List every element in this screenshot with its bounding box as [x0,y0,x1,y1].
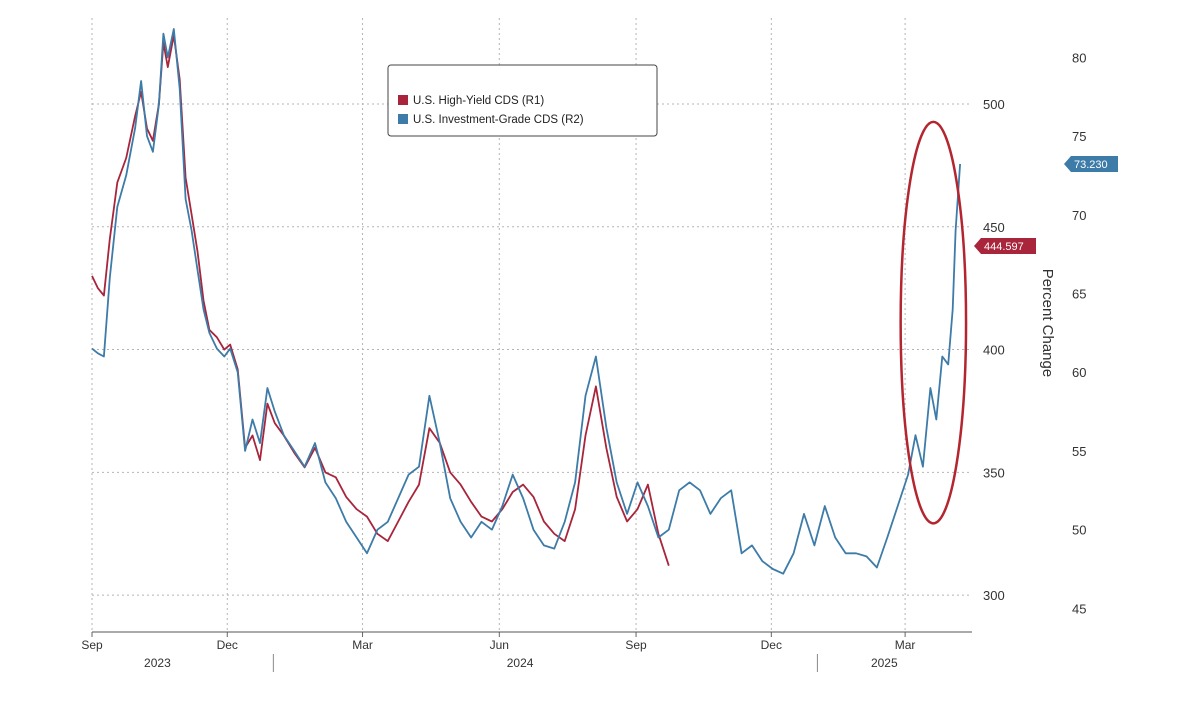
x-tick-label: Sep [81,638,103,652]
highlight-ellipse [899,120,968,525]
r1-tick-label: 500 [983,97,1005,112]
x-year-label: 2025 [871,656,898,670]
r2-tick-label: 65 [1072,287,1086,302]
x-tick-label: Dec [761,638,782,652]
r2-tick-label: 50 [1072,523,1086,538]
x-tick-label: Mar [352,638,373,652]
r1-tick-label: 450 [983,220,1005,235]
legend-swatch-investment-grade [398,114,408,124]
series-lines [91,28,961,575]
right-axis-title: Percent Change [1039,269,1056,377]
legend-swatch-high-yield [398,95,408,105]
x-tick-label: Sep [625,638,647,652]
r2-tick-label: 45 [1072,601,1086,616]
r2-tick-label: 55 [1072,444,1086,459]
r1-tick-label: 300 [983,588,1005,603]
legend-entry-investment-grade: U.S. Investment-Grade CDS (R2) [413,114,584,126]
x-tick-label: Dec [217,638,238,652]
legend: U.S. High-Yield CDS (R1) U.S. Investment… [387,64,658,137]
r2-tick-label: 70 [1072,208,1086,223]
legend-entry-high-yield: U.S. High-Yield CDS (R1) [413,95,544,107]
last-value-badge-high-yield: 444.597 [974,238,1036,254]
last-value-badge-investment-grade: 73.230 [1064,155,1118,172]
last-value-badge-investment-grade-text: 73.230 [1074,159,1108,171]
series-line-investment-grade [91,28,961,575]
x-tick-label: Mar [895,638,916,652]
annotations [899,120,968,525]
last-value-badges: 73.230 444.597 [974,155,1118,254]
x-year-label: 2023 [144,656,171,670]
last-value-badge-high-yield-shape [974,238,1036,254]
x-tick-label: Jun [490,638,509,652]
x-year-label: 2024 [507,656,534,670]
last-value-badge-high-yield-text: 444.597 [984,241,1024,253]
r1-tick-label: 350 [983,465,1005,480]
last-value-badge-investment-grade-shape [1064,155,1118,172]
r2-tick-label: 80 [1072,50,1086,65]
r2-tick-label: 75 [1072,129,1086,144]
r1-tick-label: 400 [983,343,1005,358]
axes: Sep Dec Mar Jun Sep Dec Mar 2023 2024 2025 300 350 4… [81,50,1086,672]
legend-box [387,64,658,137]
r2-tick-label: 60 [1072,365,1086,380]
